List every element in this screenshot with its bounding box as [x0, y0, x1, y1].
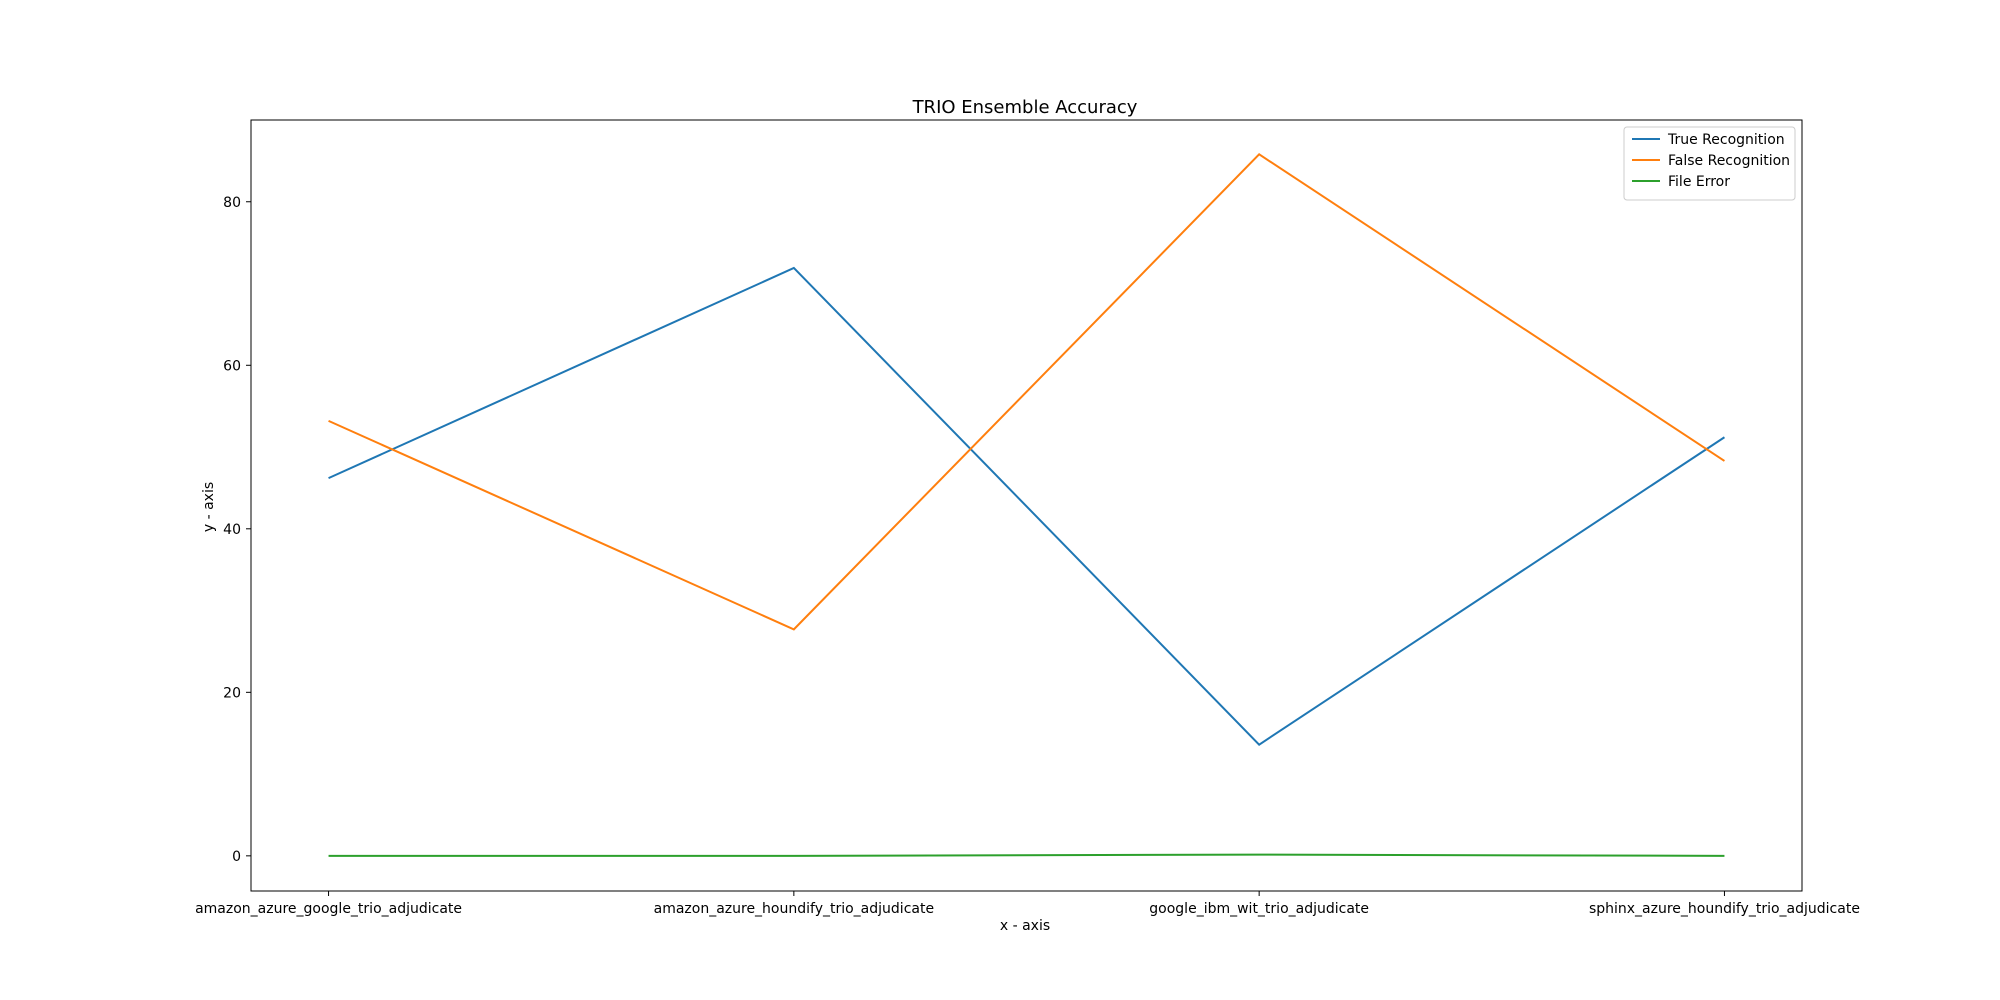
y-tick-label: 80: [223, 195, 241, 211]
y-tick-label: 40: [223, 522, 241, 538]
series-line: [328, 153, 1726, 631]
y-tick-label: 0: [232, 849, 241, 865]
x-tick-label: amazon_azure_google_trio_adjudicate: [195, 901, 462, 917]
plot-frame: [250, 119, 1803, 892]
series-line: [328, 853, 1725, 857]
legend: True Recognition False Recognition File Er…: [1623, 126, 1796, 201]
x-tick-label: amazon_azure_houndify_trio_adjudicate: [654, 901, 934, 917]
legend-label: False Recognition: [1668, 153, 1790, 169]
legend-label: File Error: [1668, 174, 1730, 190]
x-axis-label: x - axis: [1000, 918, 1050, 934]
series-line: [328, 266, 1726, 746]
legend-label: True Recognition: [1667, 132, 1785, 148]
plot-area: amazon_azure_google_trio_adjudicate amazo…: [195, 119, 1860, 917]
x-tick-label: sphinx_azure_houndify_trio_adjudicate: [1589, 901, 1860, 917]
y-axis-label: y - axis: [201, 482, 217, 532]
y-tick-label: 20: [223, 685, 241, 701]
legend-box: [1623, 126, 1796, 201]
y-tick-label: 60: [223, 358, 241, 374]
chart-title: TRIO Ensemble Accuracy: [912, 97, 1138, 118]
x-tick-label: google_ibm_wit_trio_adjudicate: [1149, 901, 1369, 917]
